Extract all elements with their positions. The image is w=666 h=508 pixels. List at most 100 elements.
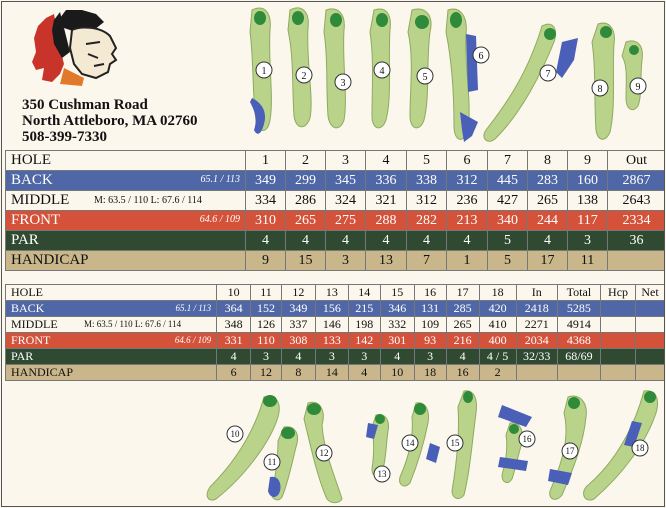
score-cell[interactable] xyxy=(635,316,664,333)
yardage-cell: 152 xyxy=(250,300,282,317)
yardage-cell: 348 xyxy=(216,316,252,333)
middle-tee-label: MIDDLE xyxy=(11,317,58,332)
hole-cell: Net xyxy=(635,284,664,301)
front-par-row: PAR 4 4 4 4 4 4 5 4 3 36 xyxy=(5,230,664,251)
yardage-cell: 346 xyxy=(379,300,415,317)
handicap-cell: 4 xyxy=(347,364,381,381)
handicap-cell: 7 xyxy=(406,250,447,271)
hole-marker-15: 15 xyxy=(451,438,461,448)
back-nine-table: HOLE 10 11 12 13 14 15 16 17 18 In Total… xyxy=(4,284,664,381)
yardage-cell: 445 xyxy=(487,170,528,191)
yardage-cell: 236 xyxy=(446,190,488,211)
hole-marker-11: 11 xyxy=(268,457,277,467)
handicap-cell[interactable] xyxy=(515,364,558,381)
hole-14-water xyxy=(426,443,440,463)
hole-marker-1: 1 xyxy=(262,66,267,77)
hole-cell: 10 xyxy=(216,284,252,301)
handicap-cell: 18 xyxy=(413,364,447,381)
score-cell[interactable] xyxy=(600,300,637,317)
hole-marker-14: 14 xyxy=(406,438,416,448)
score-cell[interactable] xyxy=(635,348,664,365)
hole-cell: 18 xyxy=(478,284,517,301)
hole-cell: 2 xyxy=(285,150,326,171)
hole-2-fairway xyxy=(287,7,312,128)
yardage-cell: 265 xyxy=(445,316,480,333)
yardage-cell: 198 xyxy=(347,316,381,333)
hole-7-water xyxy=(556,38,578,78)
handicap-label: HANDICAP xyxy=(5,250,246,271)
score-cell[interactable] xyxy=(600,348,637,365)
hole-15-fairway xyxy=(451,390,477,499)
hole-cell: Out xyxy=(607,150,664,171)
front-handicap-row: HANDICAP 9 15 3 13 7 1 5 17 11 xyxy=(5,250,664,271)
handicap-cell: 9 xyxy=(245,250,286,271)
yardage-cell: 282 xyxy=(406,210,447,231)
hole-marker-8: 8 xyxy=(598,84,603,95)
handicap-cell: 5 xyxy=(487,250,528,271)
hole-marker-12: 12 xyxy=(320,448,329,458)
back-back-tee-row: BACK 65.1 / 113 364 152 349 156 215 346 1… xyxy=(4,300,664,317)
hole-cell: 11 xyxy=(250,284,282,301)
handicap-cell[interactable] xyxy=(607,250,664,271)
yardage-cell: 156 xyxy=(314,300,349,317)
club-address: 350 Cushman Road North Attleboro, MA 027… xyxy=(22,97,198,145)
score-cell[interactable] xyxy=(600,364,637,381)
yardage-cell: 301 xyxy=(379,332,415,349)
par-cell: 4 xyxy=(285,230,326,251)
par-cell: 32/33 xyxy=(515,348,558,365)
hole-18-fairway xyxy=(583,390,658,501)
hole-cell: 9 xyxy=(567,150,608,171)
yardage-cell: 410 xyxy=(478,316,517,333)
hole-cell: 13 xyxy=(314,284,349,301)
score-cell[interactable] xyxy=(635,364,664,381)
front-back-tee-row: BACK 65.1 / 113 349 299 345 336 338 312 4… xyxy=(5,170,664,191)
yardage-cell: 215 xyxy=(347,300,381,317)
handicap-cell: 3 xyxy=(325,250,366,271)
handicap-cell: 10 xyxy=(379,364,415,381)
score-cell[interactable] xyxy=(635,332,664,349)
yardage-cell: 160 xyxy=(567,170,608,191)
hole-cell: 3 xyxy=(325,150,366,171)
score-cell[interactable] xyxy=(600,316,637,333)
hole-cell: Hcp xyxy=(600,284,637,301)
back-nine-hole-maps: 10 11 12 13 14 15 16 17 18 xyxy=(206,390,658,504)
address-phone: 508-399-7330 xyxy=(22,129,107,145)
yardage-cell: 338 xyxy=(406,170,447,191)
par-cell: 4 xyxy=(446,230,488,251)
yardage-cell: 332 xyxy=(379,316,415,333)
front-middle-tee-row: MIDDLE M: 63.5 / 110 L: 67.6 / 114 334 28… xyxy=(5,190,664,211)
hole-5-fairway xyxy=(407,8,432,129)
back-tee-rating: 65.1 / 113 xyxy=(175,303,212,313)
yardage-cell: 216 xyxy=(445,332,480,349)
yardage-cell: 312 xyxy=(446,170,488,191)
front-hole-row: HOLE 1 2 3 4 5 6 7 8 9 Out xyxy=(5,150,664,171)
yardage-cell: 288 xyxy=(365,210,407,231)
yardage-cell: 2867 xyxy=(607,170,664,191)
yardage-cell: 286 xyxy=(285,190,326,211)
yardage-cell: 336 xyxy=(365,170,407,191)
hole-cell: 12 xyxy=(280,284,316,301)
score-cell[interactable] xyxy=(635,300,664,317)
yardage-cell: 308 xyxy=(280,332,316,349)
hole-3-fairway xyxy=(323,8,346,129)
hole-cell: 6 xyxy=(446,150,488,171)
par-cell: 4 xyxy=(445,348,480,365)
yardage-cell: 340 xyxy=(487,210,528,231)
back-handicap-row: HANDICAP 6 12 8 14 4 10 18 16 2 xyxy=(4,364,664,381)
hole-6-creek xyxy=(460,112,478,142)
par-cell: 4 xyxy=(379,348,415,365)
handicap-cell[interactable] xyxy=(556,364,602,381)
yardage-cell: 337 xyxy=(280,316,316,333)
handicap-cell: 16 xyxy=(445,364,480,381)
par-cell: 4 xyxy=(527,230,568,251)
yardage-cell: 2418 xyxy=(515,300,558,317)
yardage-cell: 133 xyxy=(314,332,349,349)
yardage-cell: 4368 xyxy=(556,332,602,349)
yardage-cell: 4914 xyxy=(556,316,602,333)
hole-cell: 5 xyxy=(406,150,447,171)
yardage-cell: 2334 xyxy=(607,210,664,231)
front-tee-rating: 64.6 / 109 xyxy=(174,335,212,345)
handicap-cell: 2 xyxy=(478,364,517,381)
score-cell[interactable] xyxy=(600,332,637,349)
handicap-cell: 6 xyxy=(216,364,252,381)
